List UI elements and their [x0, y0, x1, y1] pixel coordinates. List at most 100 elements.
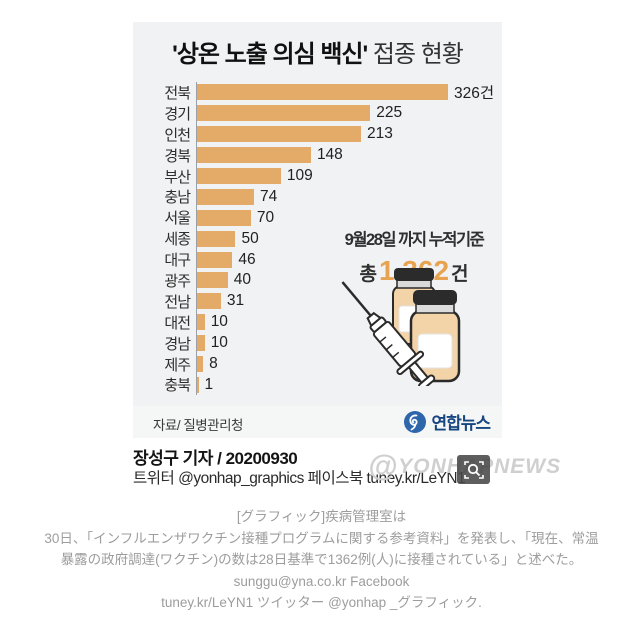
- bar: [197, 251, 233, 268]
- chart-row: 인천 213: [153, 123, 494, 145]
- social-links-line: 트위터 @yonhap_graphics 페이스북 tuney.kr/LeYN1: [133, 470, 466, 487]
- value-label: 74: [259, 187, 278, 205]
- category-label: 광주: [164, 272, 191, 290]
- syringe-vials-illustration: [329, 266, 461, 391]
- caption-line: sunggu@yna.co.kr Facebook: [233, 573, 410, 589]
- value-label: 40: [233, 271, 252, 289]
- value-label: 70: [256, 208, 275, 226]
- category-label: 전북: [164, 84, 191, 102]
- caption-line: 暴露の政府調達(ワクチン)の数は28日基準で1362例(人)に接種されている」と…: [60, 552, 583, 567]
- value-label: 10: [210, 334, 228, 352]
- value-label: 109: [286, 167, 313, 184]
- cumulative-note: 9월28일 까지 누적기준: [344, 231, 485, 249]
- chart-title: '상온 노출 의심 백신' 접종 현황: [133, 34, 502, 69]
- bar-track: 31: [196, 290, 245, 312]
- value-label: 8: [209, 355, 218, 373]
- bar-track: 1: [196, 374, 214, 396]
- bar-track: 70: [196, 207, 275, 229]
- category-label: 경남: [164, 335, 191, 353]
- brand-name: 연합뉴스: [431, 414, 491, 433]
- value-label: 46: [238, 250, 256, 268]
- chart-row: 광주 40: [153, 270, 494, 291]
- bar: [197, 188, 254, 205]
- syringe-vials-icon: [341, 268, 461, 391]
- chart-row: 대전 10: [153, 311, 494, 333]
- category-label: 세종: [164, 231, 191, 249]
- category-label: 경기: [164, 105, 191, 123]
- bar: [197, 272, 228, 289]
- bar-track: 148: [196, 144, 343, 166]
- bar: [197, 356, 204, 373]
- vial-front: [409, 290, 461, 383]
- infographic-panel: '상온 노출 의심 백신' 접종 현황 전북 326건 경기 225 인천 213 경북 14…: [133, 22, 502, 438]
- category-label: 부산: [164, 168, 191, 186]
- bar: [197, 147, 311, 164]
- chart-row: 경기 225: [153, 102, 494, 124]
- value-label: 1: [204, 375, 214, 393]
- chart-row: 충북 1: [153, 374, 494, 396]
- reporter-byline: 장성구 기자 / 20200930: [133, 449, 298, 468]
- panel-footer: 자료/ 질병관리청 연합뉴스: [133, 406, 502, 438]
- image-caption: [グラフィック]疾病管理室は 30日、「インフルエンザワクチン接種プログラムに関す…: [0, 506, 643, 614]
- total-prefix: 총: [359, 264, 377, 285]
- chart-row: 세종 50: [153, 228, 494, 250]
- chart-row: 전북 326건: [153, 82, 494, 103]
- bar: [197, 209, 251, 226]
- category-label: 대전: [164, 314, 191, 332]
- bar-track: 109: [196, 165, 313, 187]
- caption-line: tuney.kr/LeYN1 ツイッター @yonhap _グラフィック.: [161, 595, 482, 610]
- chart-row: 부산 109: [153, 165, 494, 187]
- bar: [197, 230, 236, 247]
- value-label: 31: [226, 292, 245, 310]
- bar-track: 8: [196, 353, 218, 375]
- bar: [197, 105, 371, 122]
- bar-track: 213: [196, 123, 393, 145]
- magnifier-icon: [463, 460, 484, 479]
- bar-track: 50: [196, 228, 259, 250]
- value-label: 225: [376, 104, 403, 122]
- caption-line: [グラフィック]疾病管理室は: [236, 509, 407, 524]
- chart-row: 전남 31: [153, 290, 494, 312]
- value-label: 50: [241, 229, 259, 247]
- caption-line: 30日、「インフルエンザワクチン接種プログラムに関する参考資料」を発表し、「現在…: [44, 530, 599, 546]
- category-label: 인천: [164, 126, 191, 144]
- value-label: 326건: [454, 85, 495, 103]
- bar: [197, 376, 199, 393]
- value-label: 10: [210, 313, 228, 331]
- chart-title-rest: 접종 현황: [367, 41, 464, 68]
- yonhap-logo-icon: [404, 410, 427, 433]
- bar: [197, 293, 221, 310]
- category-label: 서울: [164, 210, 191, 228]
- image-zoom-button[interactable]: [457, 455, 490, 484]
- bar-track: 10: [196, 311, 228, 333]
- value-label: 148: [316, 146, 343, 164]
- source-label: 자료/ 질병관리청: [153, 418, 243, 433]
- chart-row: 서울 70: [153, 207, 494, 229]
- category-label: 대구: [164, 252, 191, 270]
- total-suffix: 건: [451, 264, 469, 285]
- category-label: 충남: [164, 189, 191, 207]
- category-label: 전남: [164, 293, 191, 311]
- bar: [197, 126, 361, 143]
- watermark-at-glyph: @: [368, 450, 399, 483]
- bar-track: 10: [196, 332, 228, 354]
- chart-row: 대구 46: [153, 249, 494, 271]
- bar-track: 74: [196, 186, 278, 208]
- bar: [197, 314, 205, 331]
- bar-track: 46: [196, 249, 256, 271]
- brand-logo: 연합뉴스: [403, 409, 491, 434]
- bar: [197, 335, 205, 352]
- syringe: [341, 281, 436, 391]
- category-label: 경북: [164, 147, 191, 165]
- category-label: 제주: [164, 356, 191, 374]
- bar-track: 326건: [196, 82, 494, 103]
- chart-row: 경북 148: [153, 144, 494, 166]
- chart-row: 제주 8: [153, 353, 494, 375]
- chart-row: 충남 74: [153, 186, 494, 208]
- bar-track: 40: [196, 270, 251, 291]
- value-label: 213: [366, 125, 393, 143]
- chart-title-strong: '상온 노출 의심 백신': [172, 41, 368, 68]
- bar: [197, 84, 448, 101]
